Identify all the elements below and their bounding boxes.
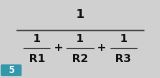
Text: 1: 1	[76, 8, 84, 21]
FancyBboxPatch shape	[1, 64, 22, 76]
Text: 1: 1	[119, 34, 127, 44]
Text: 1: 1	[76, 34, 84, 44]
Text: +: +	[54, 43, 63, 53]
Text: +: +	[97, 43, 106, 53]
Text: R2: R2	[72, 54, 88, 64]
Text: 5: 5	[8, 66, 14, 75]
Text: R1: R1	[29, 54, 45, 64]
Text: R3: R3	[115, 54, 131, 64]
Text: 1: 1	[33, 34, 41, 44]
